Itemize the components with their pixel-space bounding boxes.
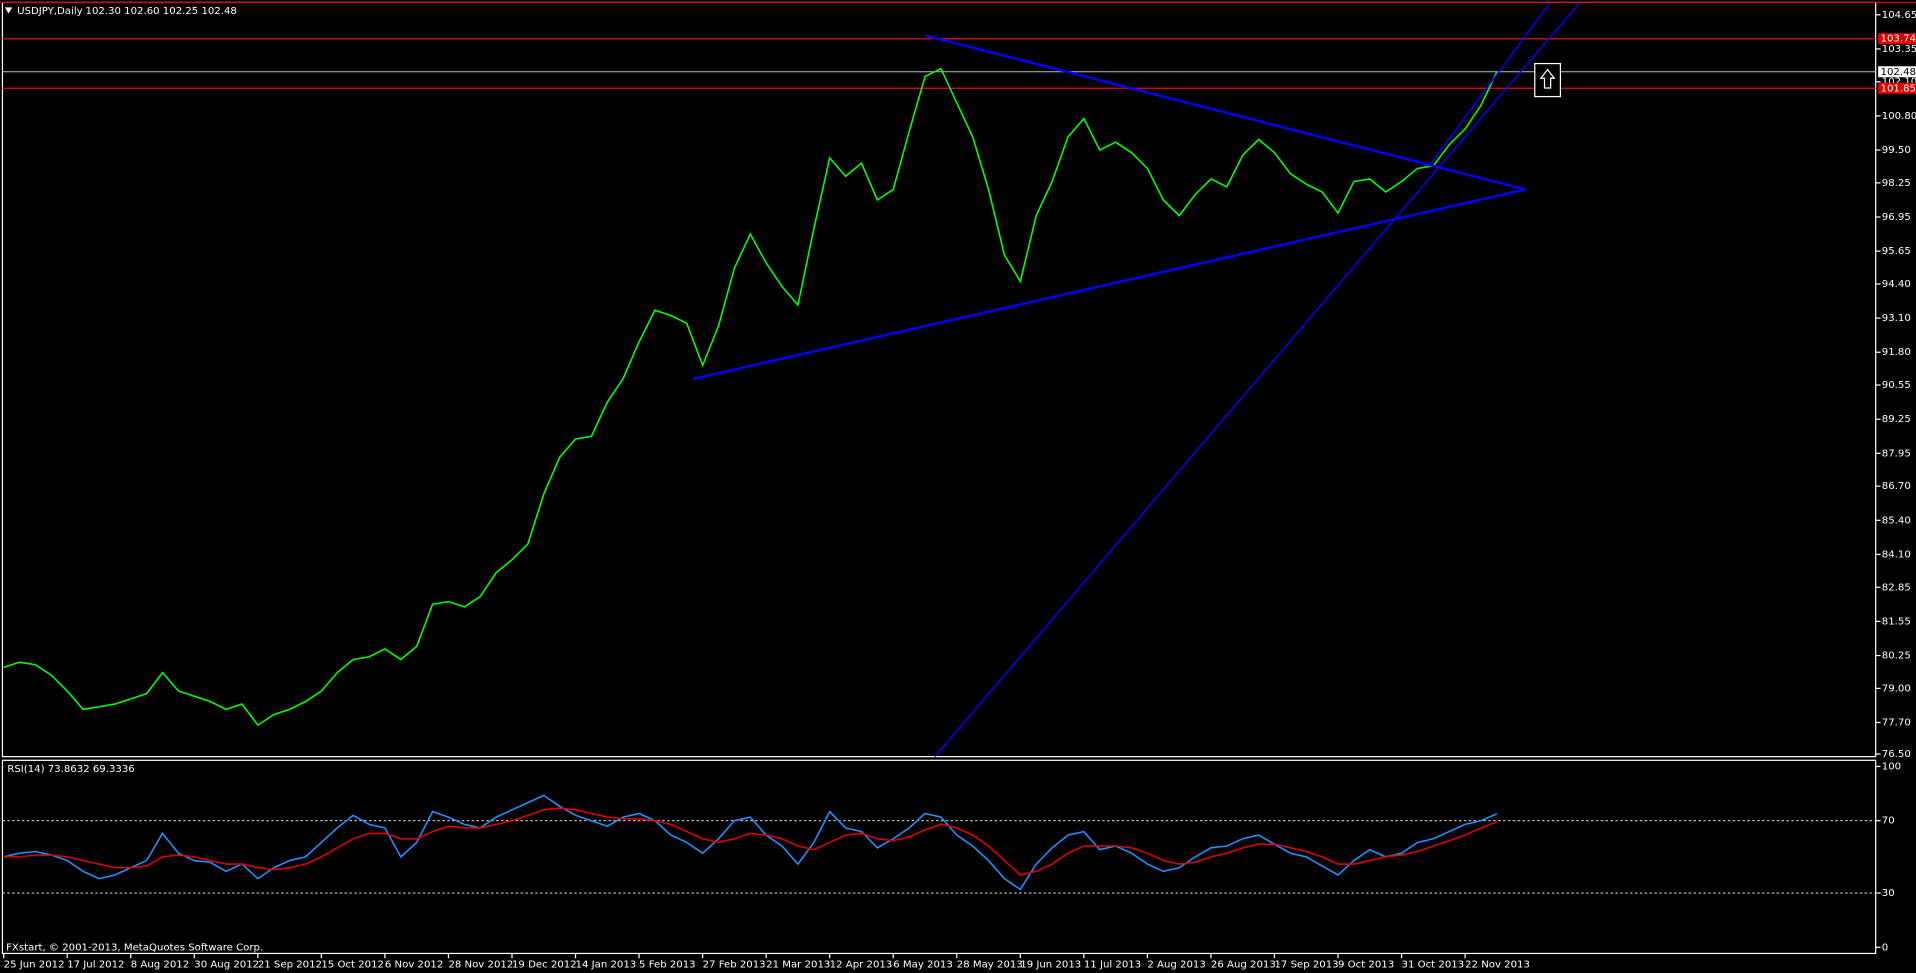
y-tick-label: 99.50: [1882, 145, 1911, 156]
y-tick-label: 80.25: [1882, 651, 1911, 662]
y-tick-label: 90.55: [1882, 380, 1911, 391]
menu-icon[interactable]: [4, 7, 13, 14]
x-tick-label: 30 Aug 2012: [194, 959, 259, 970]
x-tick-label: 31 Oct 2013: [1402, 959, 1465, 970]
y-tick-label: 86.70: [1882, 481, 1911, 492]
arrow-box: [1534, 62, 1562, 98]
current-price-label: 102.48: [1881, 67, 1916, 78]
x-tick-label: 27 Feb 2013: [703, 959, 766, 970]
y-tick-label: 79.00: [1882, 683, 1911, 694]
x-tick-label: 21 Mar 2013: [766, 959, 830, 970]
x-tick-label: 12 Apr 2013: [830, 959, 893, 970]
data-line: [3, 794, 1498, 891]
y-tick-label: 93.10: [1882, 313, 1911, 324]
y-tick-label: 85.40: [1882, 515, 1911, 526]
y-tick-label: 104.65: [1882, 10, 1916, 21]
y-tick-label: 77.70: [1882, 718, 1911, 729]
arrow-up: [1539, 68, 1556, 89]
y-tick-label: 70: [1882, 816, 1895, 827]
x-tick-label: 17 Sep 2013: [1274, 959, 1338, 970]
trendline: [934, 3, 1580, 758]
x-tick-label: 11 Jul 2013: [1084, 959, 1141, 970]
y-tick-label: 95.65: [1882, 246, 1911, 257]
ohlc: 102.30 102.60 102.25 102.48: [86, 6, 237, 17]
x-tick-label: 5 Feb 2013: [639, 959, 696, 970]
x-tick-label: 21 Sep 2012: [258, 959, 322, 970]
y-tick-label: 30: [1882, 888, 1895, 899]
trendline: [1429, 3, 1551, 166]
x-tick-label: 15 Oct 2012: [321, 959, 384, 970]
y-tick-label: 87.95: [1882, 448, 1911, 459]
trendlines: [692, 3, 1580, 758]
x-tick-label: 28 May 2013: [957, 959, 1023, 970]
y-tick-label: 91.80: [1882, 347, 1911, 358]
y-tick-label: 100: [1882, 761, 1901, 772]
current-price-box: [1878, 66, 1916, 78]
y-tick-label: 98.25: [1882, 178, 1911, 189]
y-tick-label: 102.10: [1882, 77, 1916, 88]
x-tick-label: 9 Oct 2013: [1338, 959, 1394, 970]
price-level-label: 103.74: [1881, 34, 1916, 45]
trendline: [692, 188, 1526, 381]
x-tick-label: 28 Nov 2012: [448, 959, 513, 970]
x-tick-label: 26 Aug 2013: [1211, 959, 1276, 970]
x-tick-label: 19 Jun 2013: [1020, 959, 1081, 970]
price-level-label: 101.85: [1881, 83, 1916, 94]
y-tick-label: 76.50: [1882, 749, 1911, 760]
x-tick-label: 8 Aug 2012: [131, 959, 189, 970]
y-tick-label: 94.40: [1882, 279, 1911, 290]
x-tick-label: 2 Aug 2013: [1147, 959, 1205, 970]
x-tick-label: 19 Dec 2012: [512, 959, 577, 970]
data-line: [3, 807, 1498, 876]
trendline: [924, 34, 1526, 191]
arrow-signal: [1534, 62, 1562, 98]
price-level-box: [1878, 82, 1916, 94]
x-tick-label: 17 Jul 2012: [67, 959, 124, 970]
x-tick-label: 22 Nov 2013: [1465, 959, 1530, 970]
y-tick-label: 0: [1882, 942, 1888, 953]
y-tick-label: 81.55: [1882, 616, 1911, 627]
rsi-panel: [1, 759, 1877, 955]
price-level-box: [1878, 33, 1916, 45]
y-tick-label: 103.35: [1882, 44, 1916, 55]
rsi-title: RSI(14) 73.8632 69.3336: [7, 764, 134, 775]
y-tick-label: 100.80: [1882, 111, 1916, 122]
data-line: [3, 67, 1498, 727]
y-tick-label: 96.95: [1882, 212, 1911, 223]
x-tick-label: 6 Nov 2012: [385, 959, 443, 970]
y-tick-label: 89.25: [1882, 414, 1911, 425]
x-tick-label: 6 May 2013: [893, 959, 953, 970]
x-tick-label: 25 Jun 2012: [4, 959, 65, 970]
x-tick-label: 14 Jan 2013: [576, 959, 637, 970]
y-tick-label: 84.10: [1882, 549, 1911, 560]
footer: FXstart, © 2001-2013, MetaQuotes Softwar…: [6, 942, 263, 953]
chart-title: USDJPY,Daily: [17, 6, 83, 17]
y-tick-label: 82.85: [1882, 582, 1911, 593]
